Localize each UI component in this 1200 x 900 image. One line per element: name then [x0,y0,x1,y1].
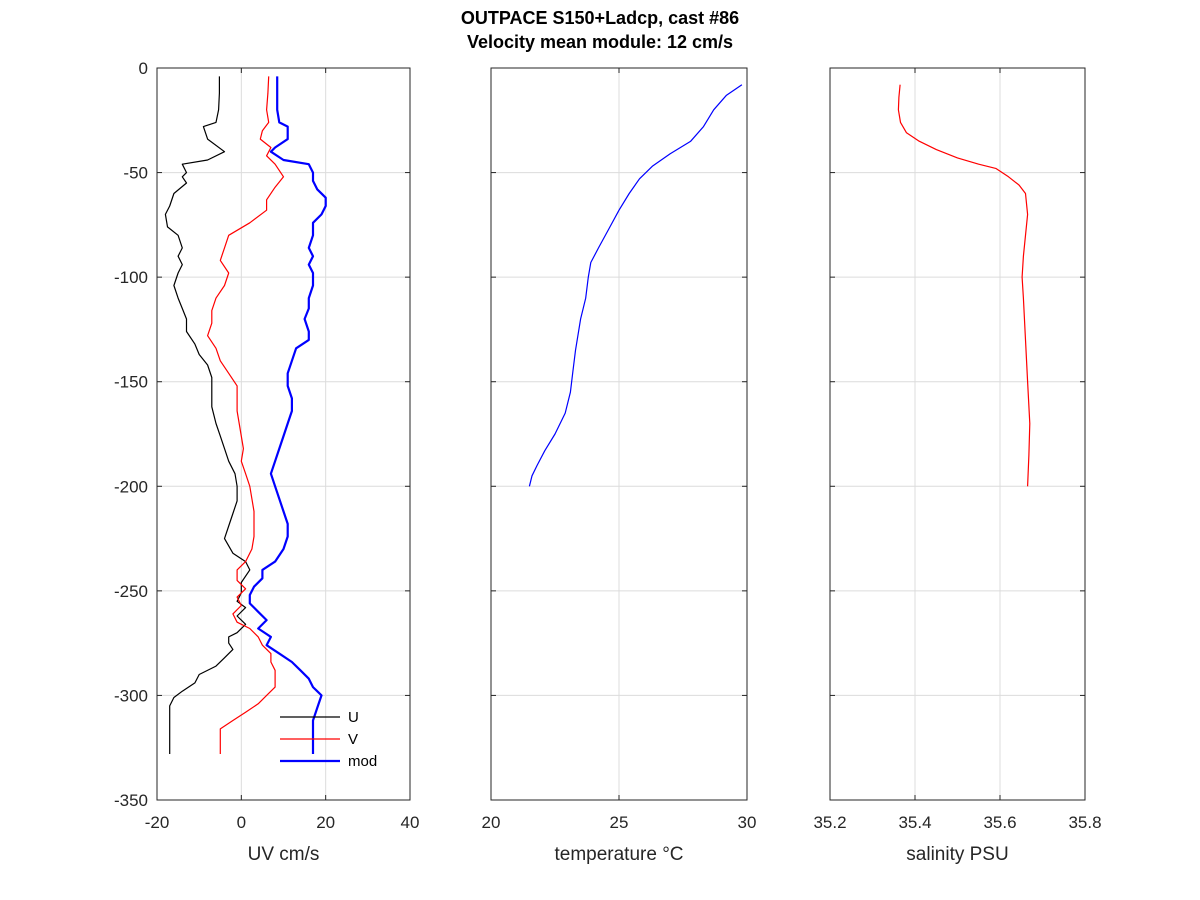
legend-label-U: U [348,709,359,726]
y-tick-label: -250 [114,582,148,601]
figure-title: OUTPACE S150+Ladcp, cast #86 Velocity me… [0,6,1200,54]
title-line-1: OUTPACE S150+Ladcp, cast #86 [460,8,740,28]
y-tick-label: -50 [123,164,148,183]
series-line-V [207,76,285,754]
x-tick-label: 0 [237,813,246,832]
x-tick-label: 35.4 [898,813,931,832]
series-line-mod [248,76,327,754]
axes-box [829,67,1086,801]
x-tick-label: 20 [316,813,335,832]
panel-salinity: 35.2 35.4 35.6 35.8 salinity PSU [813,67,1102,865]
x-tick-label: -20 [145,813,170,832]
y-tick-label: -300 [114,686,148,705]
x-tick-label: 40 [401,813,420,832]
y-tick-label: -350 [114,791,148,810]
series-line-U [164,76,251,754]
y-tick-label: -200 [114,477,148,496]
y-tick-label: -150 [114,373,148,392]
x-tick-label: 25 [610,813,629,832]
series-line-salinity-0 [897,84,1031,487]
x-tick-label: 30 [738,813,757,832]
title-line-2: Velocity mean module: 12 cm/s [466,32,734,52]
x-tick-label: 35.6 [983,813,1016,832]
axes-box [156,67,411,801]
x-tick-label: 20 [482,813,501,832]
series-line-temperature-0 [528,84,743,487]
y-tick-label: 0 [139,59,148,78]
x-tick-label: 35.2 [813,813,846,832]
x-axis-label: temperature °C [554,844,683,865]
plot-area [830,68,1085,800]
x-axis-label: salinity PSU [906,844,1008,865]
x-tick-label: 35.8 [1068,813,1101,832]
panel-temperature: 20 25 30 temperature °C [482,67,757,865]
y-tick-label: -100 [114,268,148,287]
legend-label-V: V [348,731,358,748]
legend-label-mod: mod [348,753,377,770]
x-axis-label: UV cm/s [248,844,320,865]
